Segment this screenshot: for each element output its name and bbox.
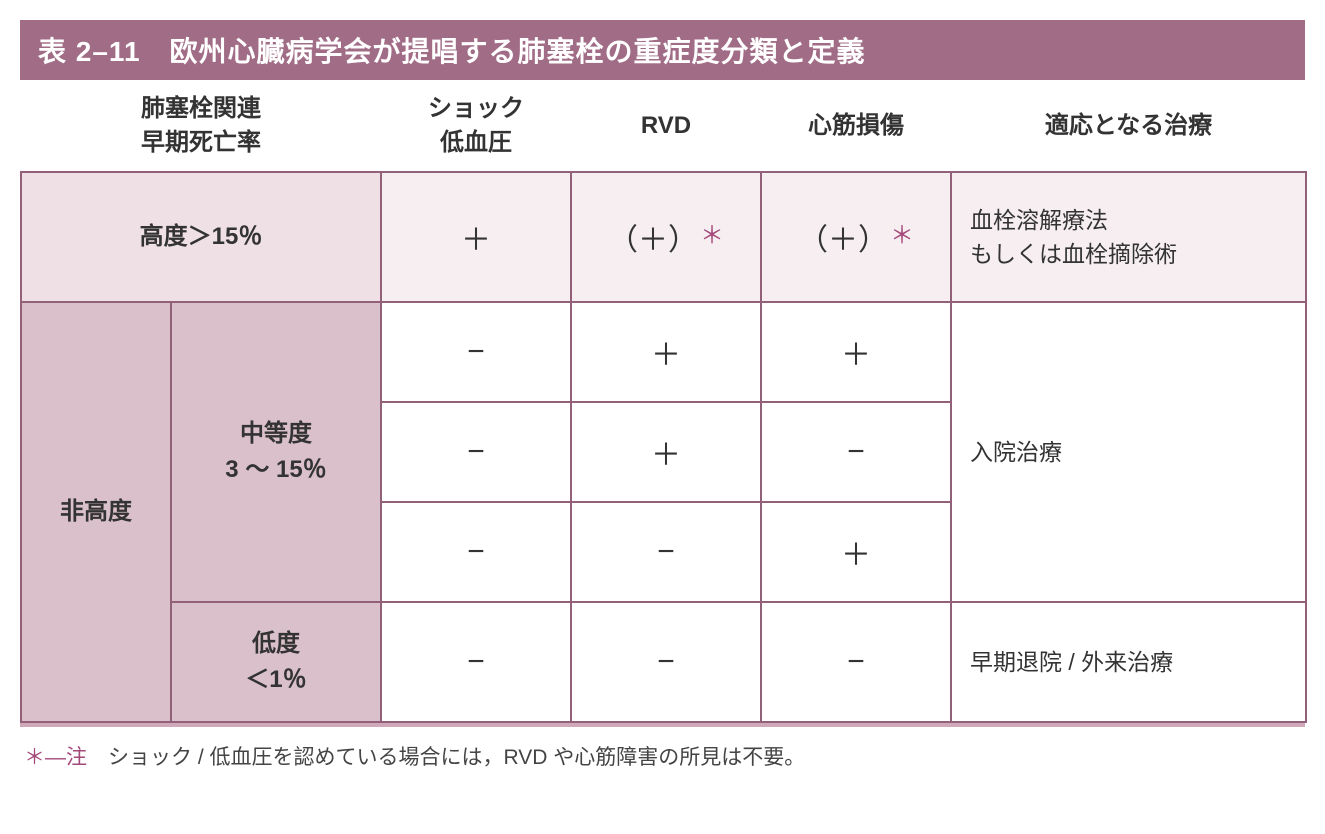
mid3-rvd: − [571,502,761,602]
label-low: 低度 ＜1％ [171,602,381,722]
mid-treatment: 入院治療 [951,302,1306,602]
header-mortality: 肺塞栓関連 早期死亡率 [21,80,381,172]
mid1-myo: ＋ [761,302,951,402]
severity-table: 肺塞栓関連 早期死亡率 ショック 低血圧 RVD 心筋損傷 適応となる治療 高度… [20,80,1307,723]
table-title: 表 2–11 欧州心臓病学会が提唱する肺塞栓の重症度分類と定義 [20,20,1305,80]
label-high: 高度＞15％ [21,172,381,302]
low-shock: − [381,602,571,722]
mid3-myo: ＋ [761,502,951,602]
footnote-text: ショック / 低血圧を認めている場合には，RVD や心筋障害の所見は不要。 [87,746,805,769]
header-myocardial: 心筋損傷 [761,80,951,172]
header-treatment: 適応となる治療 [951,80,1306,172]
low-treatment: 早期退院 / 外来治療 [951,602,1306,722]
table-container: 表 2–11 欧州心臓病学会が提唱する肺塞栓の重症度分類と定義 肺塞栓関連 早期… [20,20,1305,771]
mid3-shock: − [381,502,571,602]
mid2-myo: − [761,402,951,502]
high-shock: ＋ [381,172,571,302]
mid1-rvd: ＋ [571,302,761,402]
mid2-rvd: ＋ [571,402,761,502]
high-treatment: 血栓溶解療法 もしくは血栓摘除術 [951,172,1306,302]
header-shock: ショック 低血圧 [381,80,571,172]
label-mid: 中等度 3 〜 15％ [171,302,381,602]
high-myo-val: （＋） [798,224,888,257]
low-myo: − [761,602,951,722]
low-rvd: − [571,602,761,722]
header-row: 肺塞栓関連 早期死亡率 ショック 低血圧 RVD 心筋損傷 適応となる治療 [21,80,1306,172]
row-high: 高度＞15％ ＋ （＋）＊ （＋）＊ 血栓溶解療法 もしくは血栓摘除術 [21,172,1306,302]
label-nonhigh: 非高度 [21,302,171,722]
footnote: ＊―注 ショック / 低血圧を認めている場合には，RVD や心筋障害の所見は不要… [20,723,1305,771]
mid2-shock: − [381,402,571,502]
row-low: 低度 ＜1％ − − − 早期退院 / 外来治療 [21,602,1306,722]
asterisk-icon: ＊ [700,222,724,249]
row-mid-1: 非高度 中等度 3 〜 15％ − ＋ ＋ 入院治療 [21,302,1306,402]
high-rvd-val: （＋） [608,224,698,257]
high-rvd: （＋）＊ [571,172,761,302]
footnote-marker: ＊―注 [24,746,87,769]
asterisk-icon: ＊ [890,222,914,249]
high-myo: （＋）＊ [761,172,951,302]
header-rvd: RVD [571,80,761,172]
mid1-shock: − [381,302,571,402]
